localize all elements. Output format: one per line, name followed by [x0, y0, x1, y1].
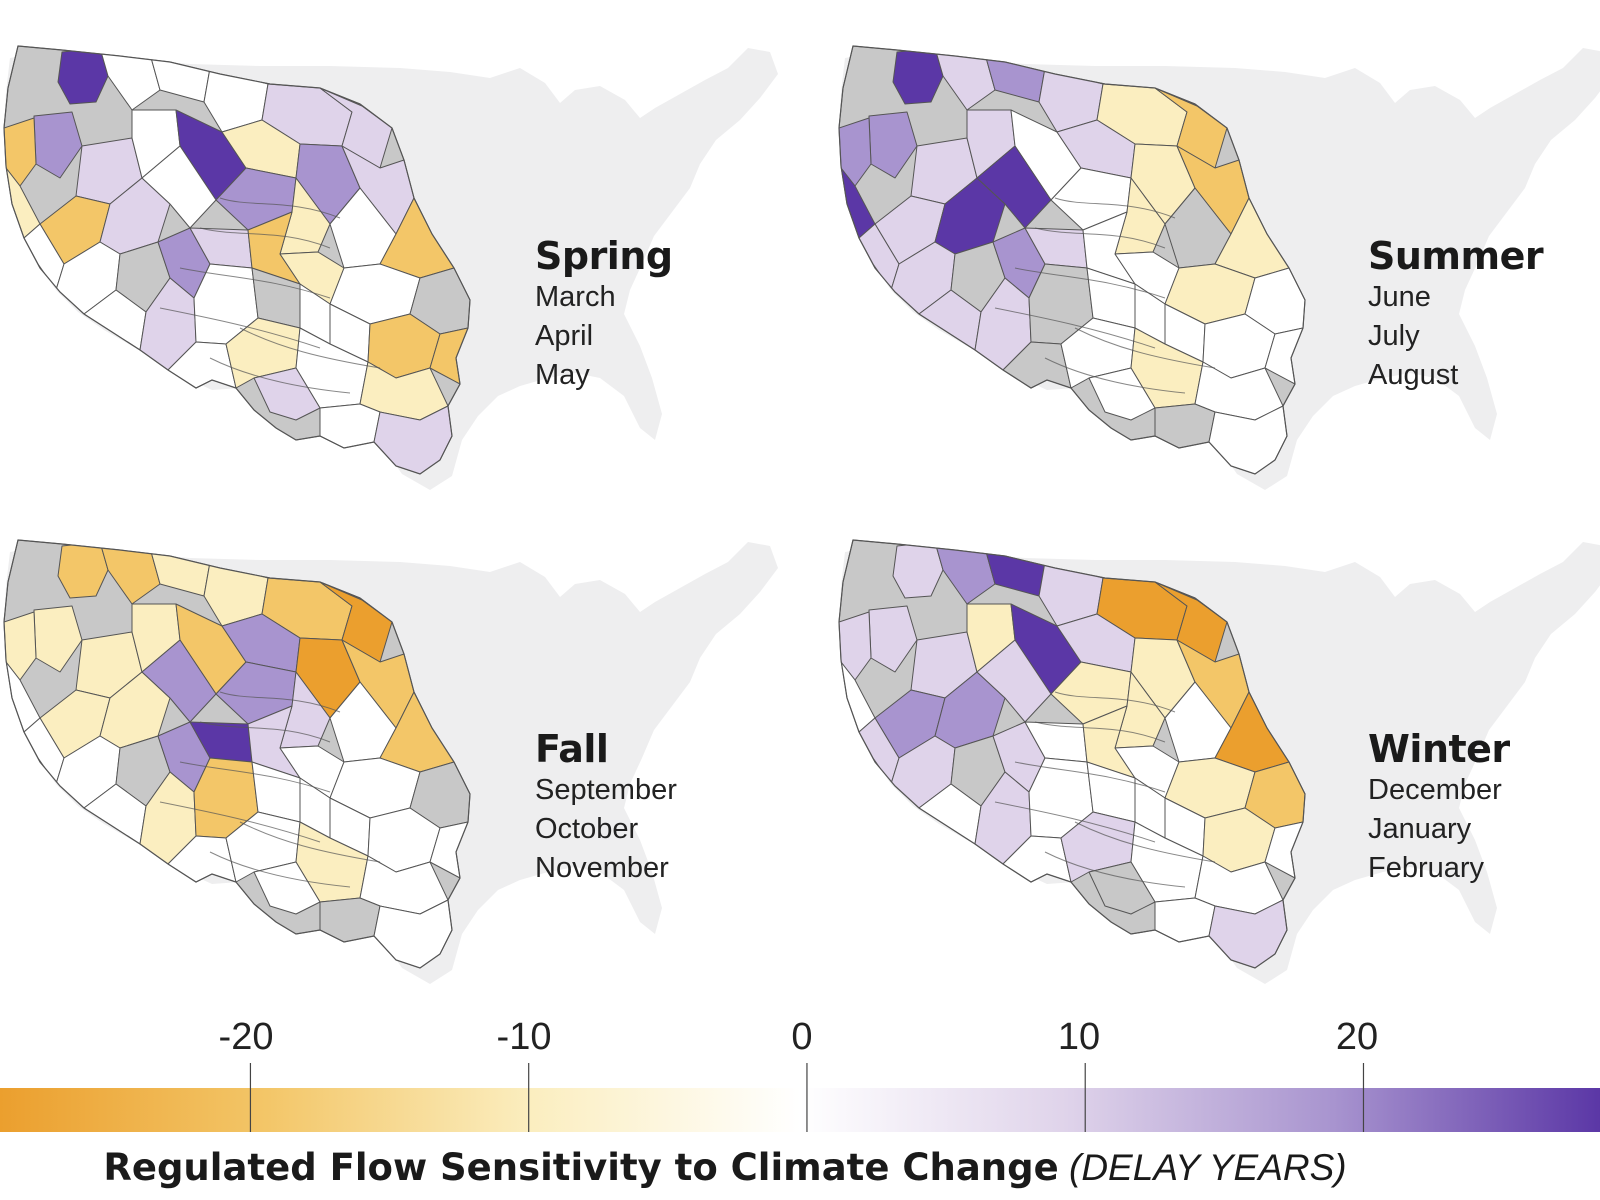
- spring-map: [3, 45, 778, 490]
- legend-units: (DELAY YEARS): [1069, 1147, 1347, 1188]
- river-basin: [253, 861, 321, 915]
- river-line: [994, 801, 1156, 843]
- river-line: [159, 307, 321, 349]
- river-line: [1044, 851, 1186, 888]
- river-line: [239, 327, 381, 369]
- color-ramp-bar: [0, 1088, 1600, 1132]
- tick-label: 10: [1057, 1016, 1101, 1058]
- season-name: Summer: [1368, 234, 1544, 278]
- river-basin: [1088, 367, 1156, 421]
- river-line: [1054, 197, 1176, 219]
- river-basin: [976, 145, 1052, 229]
- region-outline: [838, 45, 1306, 475]
- month-2: April: [535, 320, 594, 352]
- summer-label: Summer June July August: [1368, 234, 1544, 395]
- tick-label: 0: [791, 1016, 813, 1058]
- summer-map: [838, 45, 1600, 490]
- season-name: Spring: [535, 234, 673, 278]
- river-line: [209, 357, 351, 394]
- fall-map: [3, 539, 778, 984]
- seasonal-maps: [3, 45, 1600, 984]
- region-outline: [3, 45, 471, 475]
- river-line: [1074, 821, 1216, 863]
- river-basin: [319, 897, 381, 943]
- month-1: December: [1368, 774, 1502, 806]
- winter-map: [838, 539, 1600, 984]
- river-line: [1074, 327, 1216, 369]
- month-1: September: [535, 774, 677, 806]
- month-1: June: [1368, 281, 1431, 313]
- river-line: [179, 761, 331, 793]
- month-3: November: [535, 852, 669, 884]
- month-2: January: [1368, 813, 1472, 845]
- river-line: [1034, 721, 1166, 743]
- river-line: [1044, 357, 1186, 394]
- river-basin: [253, 367, 321, 421]
- river-line: [159, 801, 321, 843]
- season-name: Winter: [1368, 727, 1510, 771]
- season-name: Fall: [535, 727, 609, 771]
- month-3: May: [535, 359, 590, 391]
- month-2: October: [535, 813, 639, 845]
- tick-label: 20: [1335, 1016, 1379, 1058]
- river-line: [239, 821, 381, 863]
- river-basin: [976, 639, 1052, 723]
- river-line: [219, 691, 341, 713]
- river-line: [1014, 267, 1166, 299]
- tick-label: -20: [218, 1016, 274, 1058]
- color-scale-legend: [0, 1063, 1600, 1132]
- tick-label: -10: [496, 1016, 552, 1058]
- river-basin: [319, 403, 381, 449]
- river-basin: [1154, 403, 1216, 449]
- river-basin: [1154, 897, 1216, 943]
- spring-label: Spring March April May: [535, 234, 673, 395]
- river-basin: [141, 639, 217, 723]
- river-line: [1054, 691, 1176, 713]
- river-basin: [141, 145, 217, 229]
- region-outline: [838, 539, 1306, 969]
- month-3: February: [1368, 852, 1485, 884]
- river-line: [199, 721, 331, 743]
- river-basin: [1088, 861, 1156, 915]
- river-line: [1014, 761, 1166, 793]
- river-line: [199, 227, 331, 249]
- river-line: [219, 197, 341, 219]
- winter-label: Winter December January February: [1368, 727, 1510, 888]
- region-outline: [3, 539, 471, 969]
- month-3: August: [1368, 359, 1459, 391]
- river-line: [994, 307, 1156, 349]
- river-line: [179, 267, 331, 299]
- fall-label: Fall September October November: [535, 727, 677, 888]
- river-line: [209, 851, 351, 888]
- legend-title: Regulated Flow Sensitivity to Climate Ch…: [0, 1146, 1450, 1189]
- month-2: July: [1368, 320, 1420, 352]
- month-1: March: [535, 281, 616, 313]
- river-line: [1034, 227, 1166, 249]
- legend-title-text: Regulated Flow Sensitivity to Climate Ch…: [103, 1146, 1059, 1189]
